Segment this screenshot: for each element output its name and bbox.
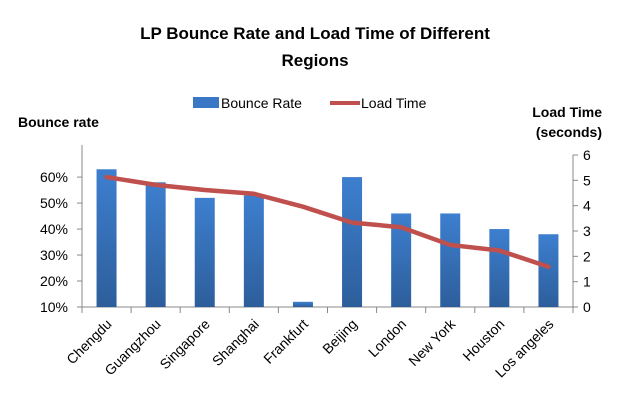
chart-title-line-2: Regions [281,51,348,70]
left-axis-tick-label: 30% [40,247,68,263]
x-axis-label: London [365,316,409,360]
right-axis-tick-label: 4 [583,198,591,214]
bar-chengdu [96,169,117,307]
bar-los-angeles [538,234,559,307]
bar-beijing [342,177,363,307]
right-axis-tick-label: 2 [583,248,591,264]
bar-shanghai [243,195,264,307]
right-axis-tick-label: 5 [583,172,591,188]
bar-london [391,213,412,307]
x-axis-label: Beijing [319,316,360,357]
right-axis-tick-label: 6 [583,147,591,163]
right-axis-tick-label: 0 [583,299,591,315]
x-axis-label: Frankfurt [260,316,311,367]
left-axis-tick-label: 60% [40,169,68,185]
right-axis-title-line-1: Load Time [532,104,602,120]
legend-bar-swatch [193,97,219,108]
bar-singapore [194,197,215,307]
legend: Bounce Rate Load Time [193,95,427,111]
x-axis-label: New York [405,315,459,369]
right-axis-tick-label: 3 [583,223,591,239]
right-axis-tick-label: 1 [583,274,591,290]
left-axis-tick-label: 20% [40,273,68,289]
bar-guangzhou [145,182,166,307]
x-axis-label: Shanghai [209,316,262,369]
left-axis-tick-label: 50% [40,195,68,211]
bar-new-york [440,213,461,307]
left-axis-tick-label: 40% [40,221,68,237]
legend-bar-label: Bounce Rate [221,95,302,111]
left-axis-tick-label: 10% [40,299,68,315]
x-axis-label: Chengdu [63,316,114,367]
x-axis-label: Singapore [156,316,213,373]
legend-line-label: Load Time [361,95,427,111]
left-axis-title: Bounce rate [18,114,99,130]
bar-frankfurt [292,301,313,307]
x-axis-label: Houston [459,316,507,364]
right-axis-title-line-2: (seconds) [536,124,602,140]
bar-houston [489,229,510,307]
chart-title-line-1: LP Bounce Rate and Load Time of Differen… [140,24,490,43]
load-time-line [104,174,551,269]
